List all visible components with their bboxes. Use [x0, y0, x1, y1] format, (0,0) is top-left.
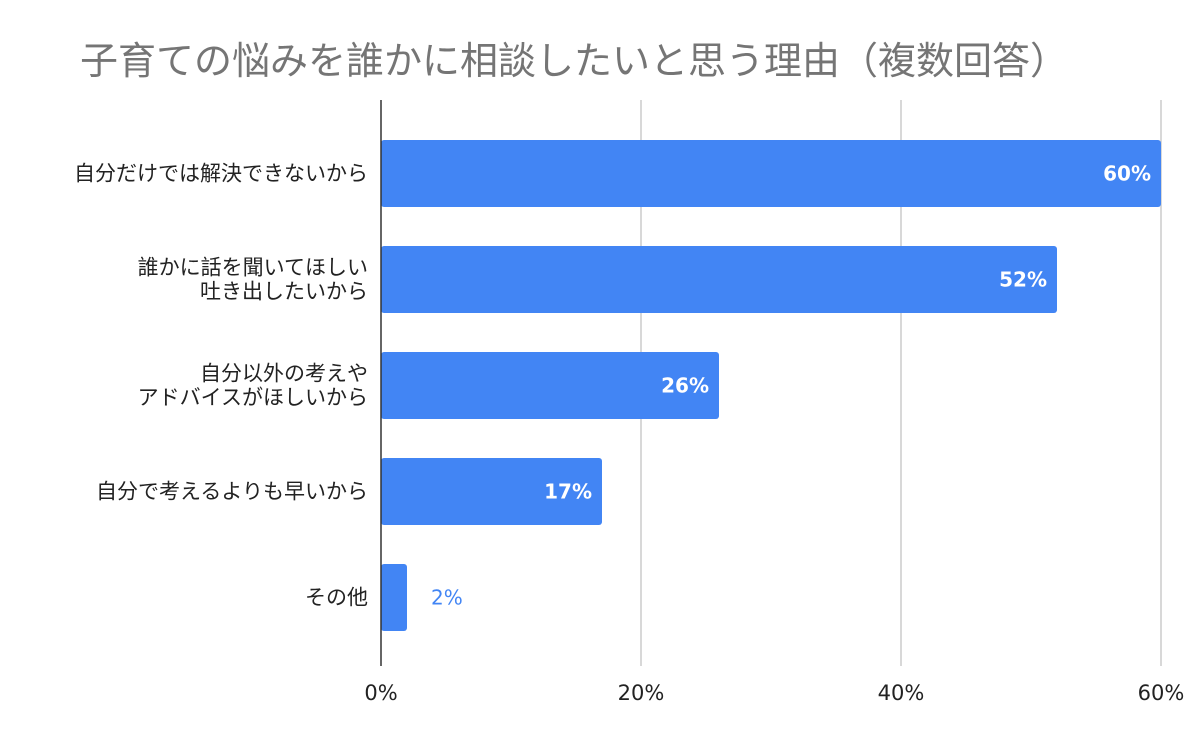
data-label: 60% [1103, 162, 1151, 186]
category-label: アドバイスがほしいから [138, 386, 368, 410]
category-label: 自分で考えるよりも早いから [96, 480, 368, 504]
bar [381, 140, 1161, 207]
x-tick-label: 60% [1138, 681, 1185, 705]
bar [381, 458, 602, 525]
data-label: 26% [661, 374, 709, 398]
bar [381, 564, 407, 631]
bars [381, 140, 1161, 631]
category-labels: 自分だけでは解決できないから誰かに話を聞いてほしい吐き出したいから自分以外の考え… [74, 162, 368, 610]
category-label: 吐き出したいから [200, 280, 368, 304]
data-label: 52% [999, 268, 1047, 292]
x-tick-label: 40% [878, 681, 925, 705]
x-tick-label: 20% [618, 681, 665, 705]
bar [381, 246, 1057, 313]
category-label: その他 [305, 586, 368, 610]
chart-title: 子育ての悩みを誰かに相談したいと思う理由（複数回答） [80, 39, 1069, 83]
category-label: 自分以外の考えや [200, 362, 368, 386]
category-label: 自分だけでは解決できないから [74, 162, 368, 186]
bar [381, 352, 719, 419]
data-label: 17% [544, 480, 592, 504]
value-labels: 60% 52% 26% 17% 2% [431, 162, 1151, 610]
category-label: 誰かに話を聞いてほしい [138, 256, 368, 280]
x-tick-label: 0% [364, 681, 397, 705]
x-tick-labels: 0% 20% 40% 60% [364, 681, 1184, 705]
data-label: 2% [431, 586, 463, 610]
